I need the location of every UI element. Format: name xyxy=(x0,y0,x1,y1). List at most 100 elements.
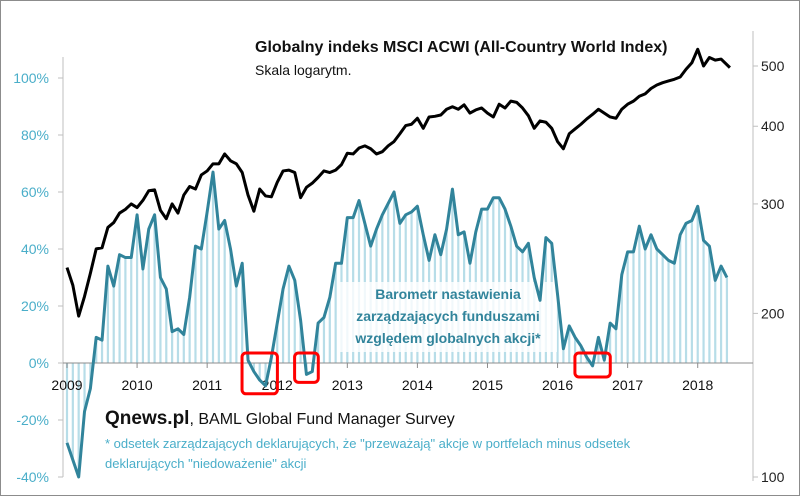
barometer-bar xyxy=(322,317,326,363)
barometer-bar xyxy=(276,323,279,363)
barometer-bar xyxy=(684,223,688,363)
annotation-line-3: względem globalnych akcji* xyxy=(354,330,541,346)
barometer-bar xyxy=(573,337,577,363)
barometer-bar xyxy=(357,200,361,363)
footnote-line-1: * odsetek zarządzających deklarujących, … xyxy=(105,436,631,451)
barometer-bar xyxy=(147,229,150,363)
barometer-bar xyxy=(130,257,133,363)
barometer-bar xyxy=(334,263,337,363)
barometer-bar xyxy=(188,297,191,363)
x-tick-label: 2009 xyxy=(51,377,82,393)
barometer-bar xyxy=(235,286,238,363)
barometer-bar xyxy=(293,280,296,363)
source-rest: , BAML Global Fund Manager Survey xyxy=(189,411,454,428)
barometer-bar xyxy=(679,234,682,363)
barometer-bar xyxy=(211,172,215,363)
chart-subtitle: Skala logarytm. xyxy=(255,62,351,78)
barometer-bar xyxy=(719,266,723,363)
barometer-bar xyxy=(328,297,331,363)
barometer-bar xyxy=(568,325,571,363)
barometer-bar xyxy=(661,254,664,363)
barometer-bar xyxy=(614,328,618,363)
barometer-bar xyxy=(638,226,641,363)
x-tick-label: 2016 xyxy=(542,377,573,393)
barometer-bar xyxy=(644,249,647,363)
barometer-bar xyxy=(223,220,226,363)
barometer-bar xyxy=(649,234,653,363)
annotation-line-2: zarządzających funduszami xyxy=(356,308,540,324)
barometer-bar xyxy=(200,249,203,363)
footnote-line-2: deklarujących "niedoważenie" akcji xyxy=(105,456,307,471)
barometer-bar xyxy=(620,274,623,363)
barometer-bar xyxy=(241,263,244,363)
barometer-bar xyxy=(498,197,501,363)
x-tick-label: 2013 xyxy=(332,377,363,393)
barometer-bar xyxy=(585,357,588,363)
barometer-bar xyxy=(264,363,267,386)
left-tick-label: 80% xyxy=(21,127,49,143)
barometer-line xyxy=(65,170,729,479)
source-brand: Qnews.pl xyxy=(105,408,189,429)
barometer-bar xyxy=(451,189,454,363)
left-tick-label: 20% xyxy=(21,298,49,314)
barometer-bar xyxy=(281,288,285,363)
right-tick-label: 500 xyxy=(761,58,785,74)
highlight-box xyxy=(573,351,612,379)
barometer-bar xyxy=(165,288,168,363)
barometer-bar xyxy=(106,266,109,363)
axes xyxy=(62,31,754,481)
left-tick-label: 0% xyxy=(29,355,49,371)
barometer-bar xyxy=(673,263,676,363)
barometer-bar xyxy=(392,192,396,363)
left-tick-label: 60% xyxy=(21,184,49,200)
barometer-bar xyxy=(112,286,115,363)
barometer-bar xyxy=(182,334,185,363)
barometer-bar xyxy=(171,331,174,363)
right-tick-label: 200 xyxy=(761,305,785,321)
barometer-bar xyxy=(71,363,74,460)
left-tick-label: 40% xyxy=(21,241,49,257)
barometer-bar xyxy=(708,246,711,363)
barometer-bar xyxy=(597,337,600,363)
barometer-bar xyxy=(655,249,658,363)
barometer-bar xyxy=(118,254,121,363)
highlight-box xyxy=(293,351,320,384)
barometer-bar xyxy=(206,211,209,363)
barometer-bar xyxy=(609,323,612,363)
barometer-bar xyxy=(124,257,127,363)
barometer-bar xyxy=(65,363,69,443)
barometer-bar xyxy=(153,214,156,363)
barometer-bar xyxy=(141,268,145,363)
barometer-bar xyxy=(83,363,86,412)
right-tick-label: 100 xyxy=(761,469,785,485)
barometer-bar xyxy=(299,320,302,363)
x-tick-label: 2010 xyxy=(122,377,153,393)
barometer-bar xyxy=(317,323,320,363)
x-tick-label: 2017 xyxy=(612,377,643,393)
barometer-bar xyxy=(229,249,232,363)
barometer-bar xyxy=(725,277,729,363)
right-tick-label: 400 xyxy=(761,118,785,134)
barometer-bar xyxy=(696,206,699,363)
barometer-bar xyxy=(252,363,255,372)
left-tick-label: 100% xyxy=(13,70,49,86)
left-tick-label: -40% xyxy=(16,469,49,485)
barometer-bar xyxy=(287,266,291,363)
barometer-bar xyxy=(556,294,559,363)
barometer-bar xyxy=(258,363,261,381)
barometer-bar xyxy=(77,363,80,477)
barometer-bar xyxy=(217,229,220,363)
x-tick-label: 2011 xyxy=(192,377,222,393)
source-line: Qnews.pl, BAML Global Fund Manager Surve… xyxy=(105,408,455,429)
msci-acwi-line xyxy=(65,47,731,318)
left-tick-label: -20% xyxy=(16,412,49,428)
barometer-bar xyxy=(492,197,495,363)
chart-title: Globalny indeks MSCI ACWI (All-Country W… xyxy=(255,39,667,56)
x-tick-label: 2015 xyxy=(472,377,503,393)
barometer-bar xyxy=(159,277,162,363)
barometer-bar xyxy=(714,280,717,363)
barometer-bar xyxy=(176,328,180,363)
x-tick-label: 2014 xyxy=(402,377,433,393)
